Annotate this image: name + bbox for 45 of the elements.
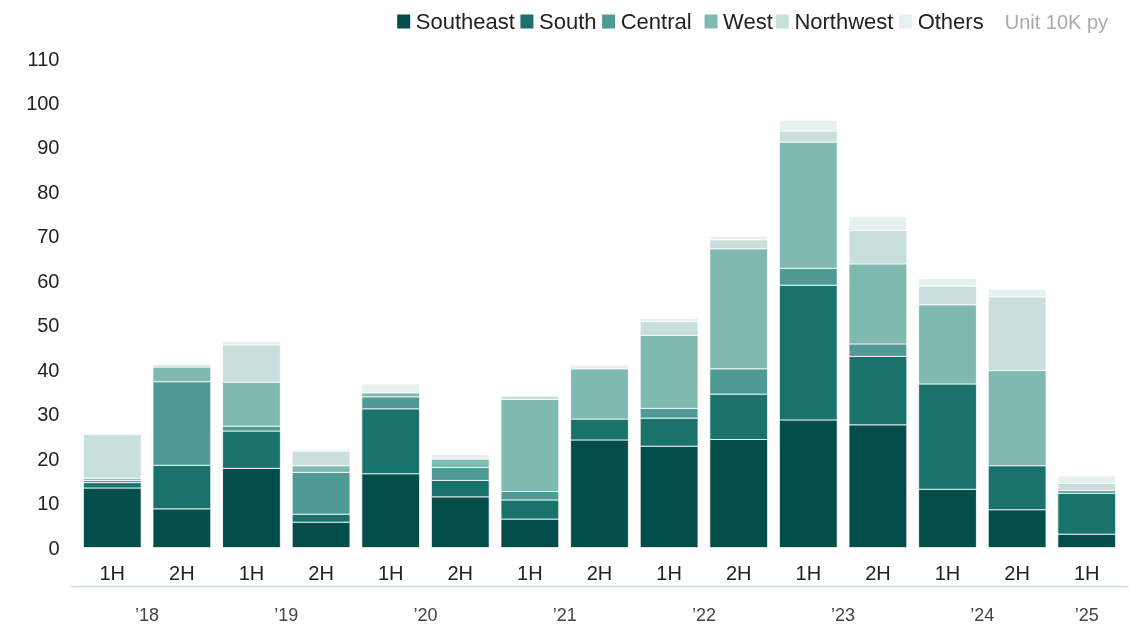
text: ’20	[413, 604, 438, 625]
y-tick-label: 90	[37, 136, 60, 159]
y-axis-title: Unit 10K py	[1004, 10, 1109, 33]
x-tick-label: 1H	[238, 561, 265, 584]
y-tick-label: 50	[37, 314, 60, 337]
text: ’25	[1074, 604, 1099, 625]
x-tick-label: 2H	[1004, 561, 1030, 584]
y-tick-label: 30	[37, 403, 60, 426]
x-tick-label: 2H	[725, 561, 752, 584]
y-tick-label: 20	[37, 447, 60, 470]
x-tick-label: 1H	[795, 561, 822, 584]
y-tick-label: 100	[26, 91, 60, 114]
y-tick-label: 40	[37, 358, 60, 381]
y-tick-label: 80	[37, 180, 60, 203]
x-tick-label: 2H	[447, 561, 474, 584]
legend-label: South	[538, 9, 597, 34]
y-tick-label: 10	[37, 492, 60, 515]
y-tick-label: 60	[37, 269, 60, 292]
legend-label: Northwest	[794, 9, 894, 34]
bar	[361, 383, 420, 394]
legend-label: Southeast	[415, 9, 515, 34]
y-tick-label: 110	[27, 47, 60, 70]
x-tick-label: 2H	[308, 561, 334, 584]
x-tick-label: 1H	[517, 561, 543, 584]
text: ’18	[135, 604, 160, 625]
text: ’19	[274, 604, 299, 625]
x-tick-label: 2H	[586, 561, 613, 584]
x-tick-label: 1H	[1073, 561, 1100, 584]
x-tick-label: 2H	[169, 561, 195, 584]
legend-label: Others	[917, 9, 984, 34]
bar	[82, 434, 142, 479]
y-tick-label: 70	[37, 225, 60, 248]
text: ’24	[970, 604, 995, 625]
text: ’21	[552, 604, 577, 625]
text: ’22	[691, 604, 716, 625]
x-tick-label: 2H	[865, 561, 891, 584]
x-tick-label: 1H	[377, 561, 404, 584]
legend-label: Central	[620, 9, 692, 34]
x-tick-label: 1H	[99, 561, 126, 584]
y-tick-label: 0	[48, 536, 60, 559]
text: ’23	[831, 604, 856, 625]
bar	[82, 487, 142, 548]
x-tick-label: 1H	[656, 561, 682, 584]
legend-label: West	[723, 9, 773, 34]
x-tick-label: 1H	[934, 561, 961, 584]
